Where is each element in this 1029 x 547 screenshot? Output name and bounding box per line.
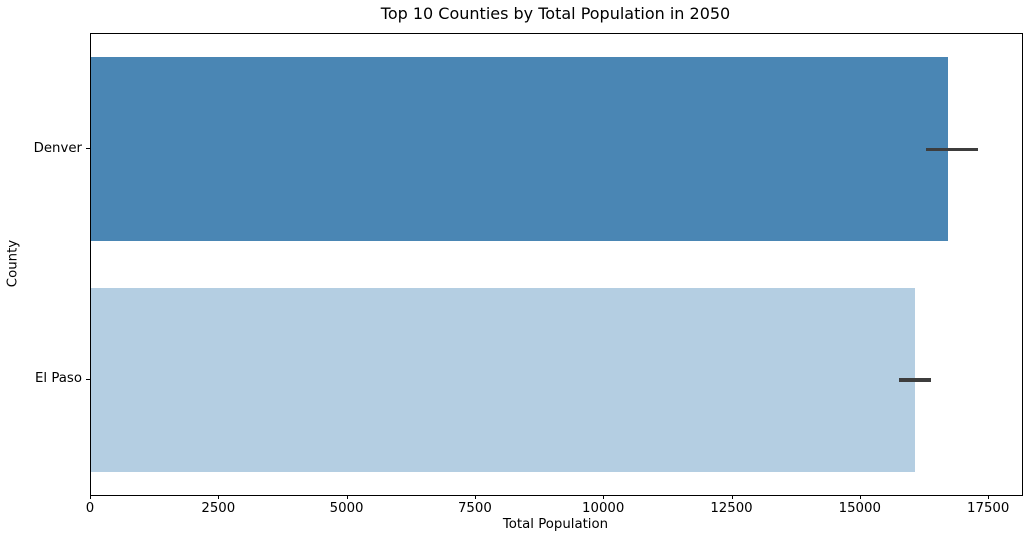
bar-el-paso bbox=[91, 287, 915, 472]
x-tick-label: 2500 bbox=[201, 501, 236, 516]
x-tick-mark bbox=[603, 495, 605, 499]
x-tick-mark bbox=[346, 495, 348, 499]
y-tick-label-denver: Denver bbox=[33, 140, 82, 156]
plot-area bbox=[90, 33, 1023, 496]
x-tick-label: 7500 bbox=[457, 501, 492, 516]
x-tick-mark bbox=[859, 495, 861, 499]
x-tick-mark bbox=[731, 495, 733, 499]
x-tick-label: 5000 bbox=[329, 501, 364, 516]
x-tick-mark bbox=[90, 495, 91, 499]
x-tick-label: 15000 bbox=[838, 501, 881, 516]
x-tick-label: 10000 bbox=[582, 501, 625, 516]
chart-title: Top 10 Counties by Total Population in 2… bbox=[380, 4, 731, 23]
x-tick-label: 17500 bbox=[967, 501, 1010, 516]
y-tick-label-el-paso: El Paso bbox=[35, 371, 82, 387]
x-tick-label: 12500 bbox=[710, 501, 753, 516]
x-tick-label: 0 bbox=[85, 501, 95, 516]
x-tick-mark bbox=[218, 495, 220, 499]
y-tick-mark bbox=[86, 148, 90, 150]
y-axis-label: County bbox=[5, 239, 21, 288]
bar-denver bbox=[91, 57, 949, 242]
y-tick-mark bbox=[86, 378, 90, 380]
error-bar-el-paso bbox=[898, 378, 932, 382]
error-bar-denver bbox=[926, 147, 978, 151]
x-tick-mark bbox=[474, 495, 476, 499]
x-tick-mark bbox=[988, 495, 990, 499]
x-axis-label: Total Population bbox=[502, 517, 609, 532]
